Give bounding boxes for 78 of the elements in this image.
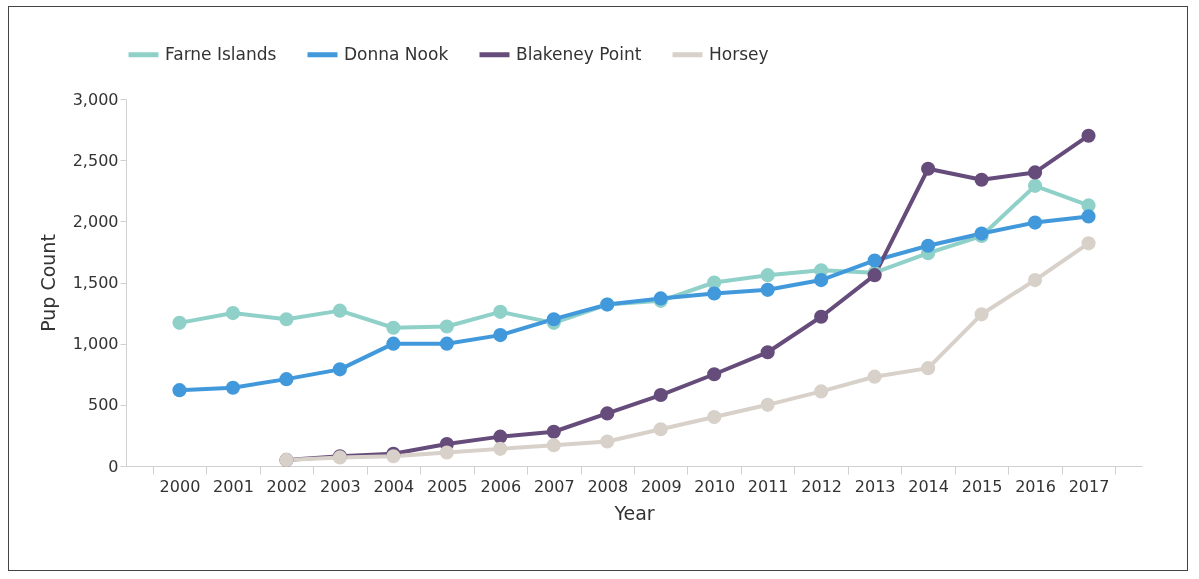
x-tick-label: 2012 [801, 476, 843, 496]
point [493, 304, 508, 319]
point [760, 397, 775, 412]
y-tick-label: 500 [87, 395, 119, 415]
point [814, 273, 829, 288]
point [707, 286, 722, 301]
x-tick-label: 2017 [1068, 476, 1110, 496]
x-tick-label: 2007 [533, 476, 575, 496]
point [760, 268, 775, 283]
point [814, 384, 829, 399]
point [332, 362, 347, 377]
point [439, 445, 454, 460]
point [439, 336, 454, 351]
y-tick-label: 2,500 [72, 150, 119, 170]
point [493, 441, 508, 456]
point [172, 315, 187, 330]
x-tick-label: 2005 [426, 476, 468, 496]
point [921, 361, 936, 376]
point [921, 238, 936, 253]
point [1027, 215, 1043, 230]
y-tick-label: 0 [108, 456, 119, 476]
point [172, 383, 187, 398]
point [974, 307, 989, 322]
point [867, 369, 882, 384]
x-tick-label: 2003 [320, 476, 361, 496]
point [760, 282, 775, 297]
point [386, 320, 401, 335]
x-tick-label: 2013 [854, 476, 896, 496]
point [279, 312, 294, 327]
point [600, 434, 615, 449]
legend-label: Donna Nook [344, 43, 449, 64]
point [279, 372, 294, 387]
y-tick-label: 2,000 [72, 211, 119, 231]
legend-label: Farne Islands [165, 43, 277, 64]
point [653, 422, 668, 437]
y-tick-label: 1,500 [72, 273, 119, 292]
point [867, 253, 882, 268]
point [1027, 273, 1043, 288]
x-tick-label: 2000 [159, 476, 201, 496]
x-axis-title: Year [613, 501, 655, 524]
point [1027, 165, 1043, 180]
point [493, 328, 508, 343]
x-tick-label: 2011 [747, 476, 789, 496]
legend-label: Blakeney Point [516, 43, 642, 64]
x-tick-label: 2015 [961, 476, 1003, 496]
point [707, 367, 722, 382]
point [546, 438, 561, 453]
point [493, 429, 508, 444]
point [225, 306, 241, 321]
point [814, 309, 829, 324]
point [439, 319, 454, 334]
y-tick-label: 1,000 [72, 334, 119, 354]
x-tick-label: 2004 [373, 476, 415, 496]
x-tick-label: 2006 [480, 476, 522, 496]
point [1027, 178, 1043, 193]
x-tick-label: 2016 [1015, 476, 1056, 496]
point [386, 336, 401, 351]
point [600, 406, 615, 421]
y-tick-label: 3,000 [72, 89, 119, 109]
point [974, 172, 989, 187]
point [653, 387, 668, 403]
x-tick-label: 2014 [908, 476, 949, 496]
x-tick-label: 2001 [213, 476, 254, 496]
point [225, 380, 241, 395]
point [707, 410, 722, 425]
point [1081, 128, 1096, 143]
x-tick-label: 2009 [640, 476, 682, 496]
point [546, 424, 561, 439]
point [332, 303, 347, 318]
x-tick-label: 2002 [266, 476, 308, 496]
point [921, 161, 936, 176]
legend-label: Horsey [709, 43, 769, 64]
x-tick-label: 2010 [694, 476, 736, 496]
x-tick-label: 2008 [587, 476, 629, 496]
y-axis-title: Pup Count [36, 234, 59, 332]
point [1081, 236, 1096, 251]
point [1081, 209, 1096, 224]
point [760, 345, 775, 360]
